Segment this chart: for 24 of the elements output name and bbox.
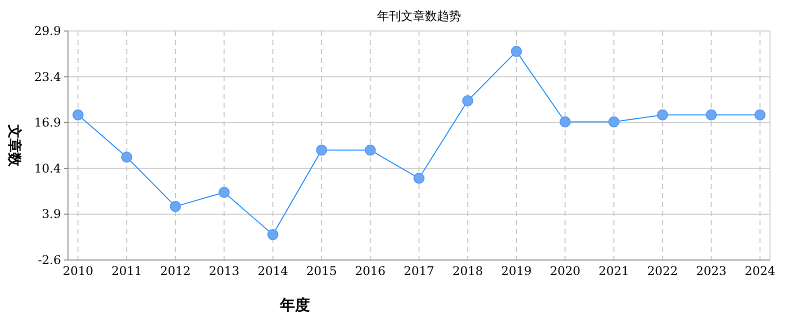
x-tick-label: 2012 <box>160 264 191 278</box>
x-axis-title: 年度 <box>279 296 310 314</box>
y-tick-label: 23.4 <box>34 70 62 84</box>
y-tick-label: 16.9 <box>34 116 61 130</box>
y-tick-label: 29.9 <box>34 24 61 38</box>
x-tick-label: 2017 <box>404 264 434 278</box>
y-tick-label: 3.9 <box>42 207 61 222</box>
x-tick-label: 2018 <box>452 264 483 278</box>
x-tick-label: 2019 <box>501 264 532 278</box>
x-tick-label: 2023 <box>696 264 727 278</box>
y-axis-title: 文章数 <box>6 124 23 168</box>
x-tick-label: 2013 <box>208 264 240 278</box>
chart-title: 年刊文章数趋势 <box>377 9 461 23</box>
x-tick-label: 2010 <box>62 264 94 278</box>
y-tick-label: 10.4 <box>34 161 62 176</box>
x-tick-label: 2011 <box>111 264 142 278</box>
x-tick-label: 2021 <box>598 264 630 278</box>
x-tick-label: 2022 <box>647 264 678 278</box>
y-tick-label: -2.6 <box>38 253 61 267</box>
x-tick-label: 2014 <box>258 264 288 278</box>
x-tick-label: 2024 <box>744 264 776 278</box>
x-tick-label: 2015 <box>306 264 337 278</box>
x-tick-label: 2020 <box>550 264 580 278</box>
x-tick-label: 2016 <box>355 264 386 278</box>
